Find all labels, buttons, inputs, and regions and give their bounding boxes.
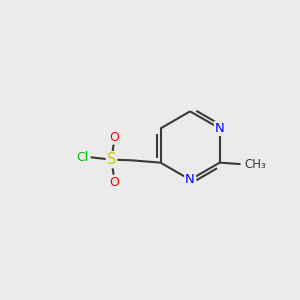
Text: O: O — [109, 130, 119, 144]
Text: O: O — [109, 176, 119, 189]
Text: N: N — [215, 122, 225, 135]
Text: Cl: Cl — [76, 151, 88, 164]
Text: N: N — [185, 173, 195, 186]
Text: CH₃: CH₃ — [244, 158, 266, 171]
Text: S: S — [107, 152, 116, 167]
